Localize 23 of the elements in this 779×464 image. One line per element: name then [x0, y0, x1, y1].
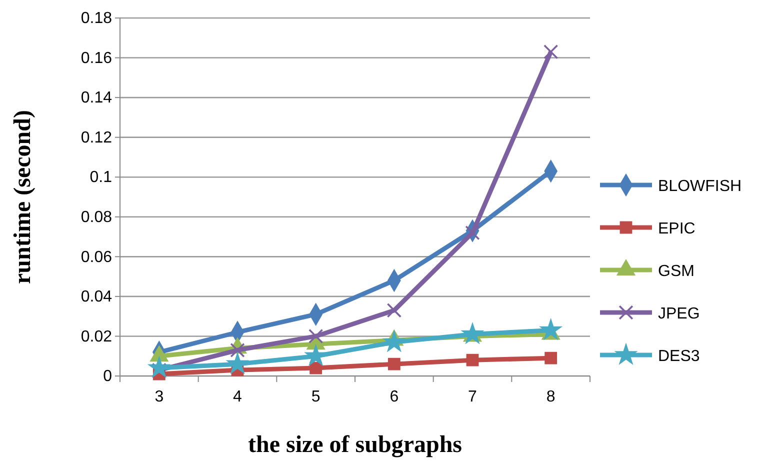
legend-label: GSM	[658, 263, 694, 280]
y-tick-label: 0.1	[90, 169, 112, 186]
x-tick-label: 8	[546, 388, 556, 406]
x-tick-label: 5	[311, 388, 320, 406]
y-tick-label: 0	[103, 368, 112, 386]
x-tick-label: 3	[154, 388, 164, 406]
y-axis-title: runtime (second)	[10, 110, 36, 284]
y-tick-label: 0.06	[80, 248, 112, 266]
x-tick-label: 7	[468, 388, 478, 406]
y-tick-label: 0.08	[80, 209, 112, 226]
legend-label: JPEG	[658, 306, 700, 322]
y-tick-label: 0.02	[80, 328, 112, 346]
x-axis-title: the size of subgraphs	[248, 432, 462, 458]
legend-label: DES3	[658, 348, 700, 365]
x-tick-label: 6	[390, 388, 399, 406]
legend-label: EPIC	[658, 220, 696, 238]
y-tick-label: 0.18	[80, 10, 112, 28]
x-tick-label: 4	[233, 388, 242, 406]
y-tick-label: 0.14	[80, 90, 112, 107]
y-tick-label: 0.16	[80, 50, 112, 67]
y-tick-label: 0.04	[80, 288, 112, 306]
legend-label: BLOWFISH	[658, 178, 742, 195]
y-tick-label: 0.12	[80, 129, 112, 146]
